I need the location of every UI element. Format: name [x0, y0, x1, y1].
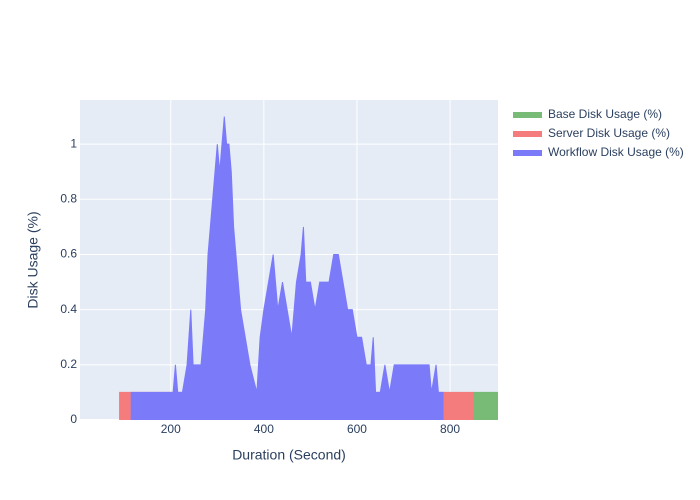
- y-tick-label: 0: [70, 412, 77, 426]
- x-tick-label: 600: [347, 422, 367, 436]
- x-tick-label: 200: [161, 422, 181, 436]
- y-axis-title: Disk Usage (%): [25, 211, 41, 308]
- y-tick-label: 1: [70, 136, 77, 150]
- y-tick-label: 0.2: [60, 357, 77, 371]
- legend-label: Server Disk Usage (%): [548, 126, 670, 140]
- y-tick-label: 0.4: [60, 302, 77, 316]
- x-tick-label: 400: [254, 422, 274, 436]
- area: [130, 116, 444, 420]
- y-tick-label: 0.6: [60, 247, 77, 261]
- y-tick-label: 0.8: [60, 191, 77, 205]
- legend-label: Workflow Disk Usage (%): [548, 145, 684, 159]
- x-axis-title: Duration (Second): [232, 447, 346, 463]
- legend-label: Base Disk Usage (%): [548, 107, 662, 121]
- area: [472, 391, 498, 420]
- x-tick-label: 800: [440, 422, 460, 436]
